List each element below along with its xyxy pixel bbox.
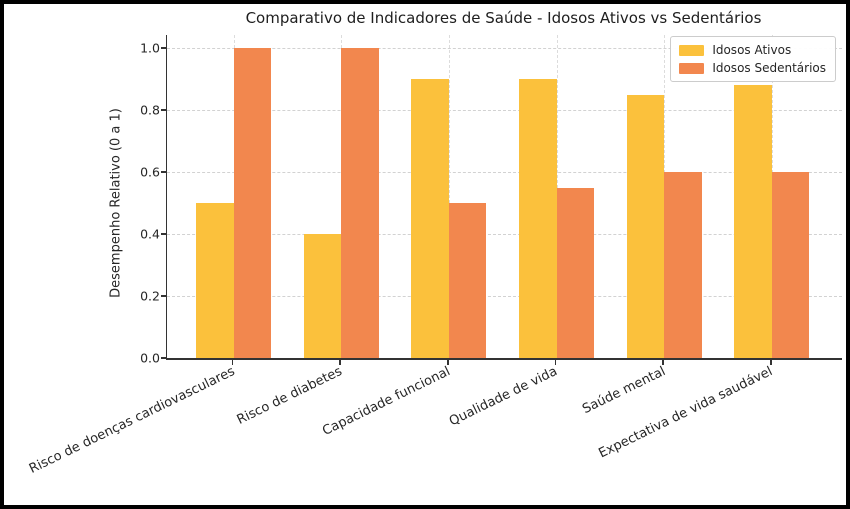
legend-label-idosos-ativos: Idosos Ativos [712,43,792,57]
bar-sedentarios-1 [341,48,379,358]
bar-sedentarios-5 [771,172,810,358]
y-tick-mark-0.8 [161,109,166,111]
legend: Idosos Ativos Idosos Sedentários [670,36,836,82]
x-tick-mark-5 [769,360,772,365]
x-tick-mark-3 [554,360,557,365]
x-tick-label-1: Risco de diabetes [234,364,345,428]
h-gridline-0.8 [167,110,842,111]
chart-title: Comparativo de Indicadores de Saúde - Id… [245,9,762,27]
legend-swatch-idosos-sedentarios [679,62,705,74]
bar-sedentarios-4 [664,172,702,358]
x-tick-mark-4 [662,360,665,365]
x-tick-label-5: Expectativa de vida saudável [596,364,776,462]
bar-sedentarios-0 [233,48,272,358]
y-tick-mark-0.6 [161,171,166,173]
y-axis-label: Desempenho Relativo (0 a 1) [108,108,124,298]
legend-label-idosos-sedentarios: Idosos Sedentários [712,61,826,75]
x-tick-label-0: Risco de doenças cardiovasculares [26,364,238,477]
y-tick-mark-1.0 [161,47,166,49]
bar-sedentarios-3 [556,187,595,358]
y-tick-mark-0.0 [161,357,166,359]
y-tick-label-0.8: 0.8 [140,102,160,118]
bar-ativos-5 [734,85,772,358]
h-gridline-1 [167,48,842,49]
x-tick-label-3: Qualidade de vida [447,364,561,430]
y-tick-label-1.0: 1.0 [140,40,160,56]
x-tick-mark-1 [339,360,342,365]
x-tick-label-4: Saúde mental [579,364,668,418]
y-tick-mark-0.2 [161,295,166,297]
legend-item-idosos-sedentarios: Idosos Sedentários [679,61,826,75]
h-gridline-0.6 [167,172,842,173]
y-tick-label-0.2: 0.2 [140,288,160,304]
bar-ativos-4 [626,94,665,358]
plot-area [166,35,842,360]
y-tick-label-0.0: 0.0 [140,350,160,366]
y-tick-mark-0.4 [161,233,166,235]
legend-item-idosos-ativos: Idosos Ativos [679,43,826,57]
x-tick-mark-0 [231,360,234,365]
h-gridline-0.2 [167,296,842,297]
v-gridline-2 [448,35,450,358]
legend-swatch-idosos-ativos [679,44,705,56]
y-tick-label-0.4: 0.4 [140,226,160,242]
bar-sedentarios-2 [448,203,487,358]
y-tick-label-0.6: 0.6 [140,164,160,180]
bar-ativos-2 [411,79,449,358]
bar-ativos-0 [196,203,234,358]
bar-ativos-1 [303,234,342,358]
h-gridline-0.4 [167,234,842,235]
x-tick-mark-2 [446,360,449,365]
bar-ativos-3 [519,79,557,358]
